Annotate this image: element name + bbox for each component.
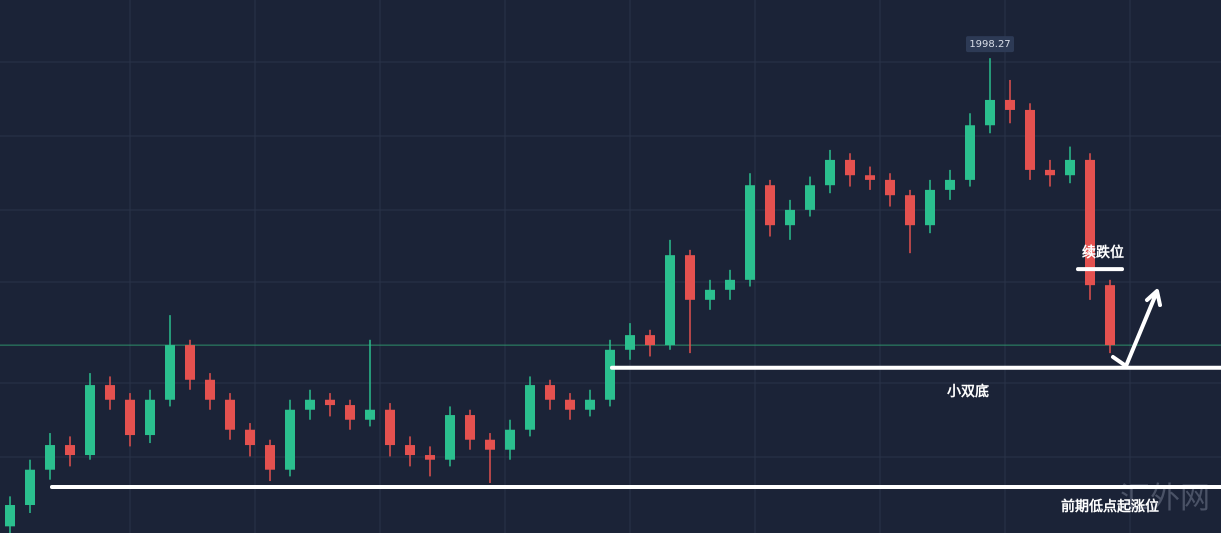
candle-body (1105, 285, 1115, 346)
candle-body (825, 159, 835, 186)
candle-body (485, 439, 495, 450)
candle-body (545, 385, 555, 400)
candle-body (765, 185, 775, 226)
candle-body (745, 185, 755, 280)
candle-body (1085, 159, 1095, 286)
candle-body (345, 405, 355, 420)
candle-body (905, 195, 915, 226)
candle-body (285, 409, 295, 470)
candle-body (185, 345, 195, 380)
candle-body (705, 289, 715, 300)
candle-body (925, 189, 935, 226)
candle-body (785, 209, 795, 226)
candle-body (1065, 159, 1075, 176)
candle-body (585, 399, 595, 410)
candle-body (405, 445, 415, 456)
candle-body (445, 415, 455, 460)
candle-body (165, 345, 175, 400)
level-label: 小双底 (947, 383, 989, 400)
candle-body (1005, 99, 1015, 110)
candle-body (205, 379, 215, 400)
candle-body (565, 399, 575, 410)
candle-body (225, 399, 235, 430)
candle-body (425, 455, 435, 460)
peak-label: 1998.27 (969, 39, 1010, 50)
candle-body (305, 399, 315, 410)
level-label: 前期低点起涨位 (1061, 498, 1159, 515)
peak-label-box (966, 36, 1014, 53)
candle-body (525, 385, 535, 430)
candle-body (465, 415, 475, 440)
candle-body (5, 505, 15, 527)
candle-body (645, 335, 655, 346)
candle-body (1045, 169, 1055, 176)
candle-body (45, 445, 55, 470)
candles: 1998.27 (0, 36, 1221, 533)
candle-body (965, 125, 975, 180)
candle-body (885, 179, 895, 196)
candle-body (665, 255, 675, 346)
candle-body (385, 409, 395, 446)
candle-body (105, 385, 115, 400)
candle-body (685, 255, 695, 300)
candle-body (845, 159, 855, 176)
candle-body (605, 349, 615, 400)
candle-body (945, 179, 955, 190)
candle-body (805, 185, 815, 210)
candle-body (65, 445, 75, 456)
candle-body (505, 429, 515, 450)
level-label: 续跌位 (1082, 244, 1124, 261)
candle-body (145, 399, 155, 436)
candle-body (985, 99, 995, 126)
candle-body (125, 399, 135, 436)
candle-body (725, 279, 735, 290)
candle-body (85, 385, 95, 456)
candle-body (365, 409, 375, 420)
candle-body (625, 335, 635, 350)
candle-body (25, 469, 35, 506)
candle-body (265, 445, 275, 470)
candle-body (245, 429, 255, 446)
candle-body (1025, 109, 1035, 170)
candle-body (865, 175, 875, 180)
candle-body (325, 399, 335, 406)
